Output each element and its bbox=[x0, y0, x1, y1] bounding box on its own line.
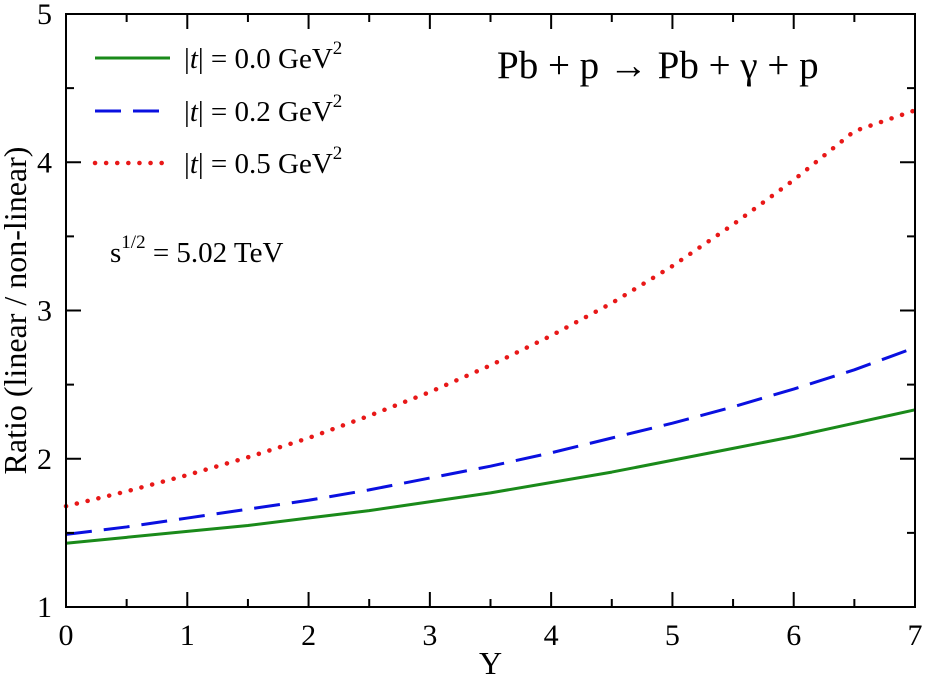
y-tick-label: 2 bbox=[37, 443, 52, 476]
x-tick-label: 5 bbox=[665, 619, 680, 652]
x-tick-label: 3 bbox=[422, 619, 437, 652]
y-tick-label: 4 bbox=[37, 146, 52, 179]
axis-ticks bbox=[65, 13, 916, 608]
legend-label-2: |t| = 0.5 GeV2 bbox=[184, 143, 342, 180]
series-line-2 bbox=[63, 108, 918, 509]
x-tick-label: 7 bbox=[908, 619, 923, 652]
reaction-label: Pb + p → Pb + γ + p bbox=[497, 44, 819, 87]
x-tick-label: 2 bbox=[301, 619, 316, 652]
y-axis-label: Ratio (linear / non-linear) bbox=[0, 147, 33, 475]
y-tick-label: 3 bbox=[37, 295, 52, 328]
energy-suffix: = 5.02 TeV bbox=[146, 237, 284, 269]
series-line-0 bbox=[65, 408, 916, 545]
plot-lines bbox=[63, 108, 918, 545]
energy-prefix: s bbox=[110, 237, 121, 269]
legend-label-1: |t| = 0.2 GeV2 bbox=[184, 91, 342, 128]
series-line-1 bbox=[65, 346, 916, 536]
legend-label-0: |t| = 0.0 GeV2 bbox=[184, 38, 342, 75]
x-tick-label: 4 bbox=[544, 619, 559, 652]
legend: |t| = 0.0 GeV2 |t| = 0.2 GeV2 |t| = 0.5 Ge… bbox=[92, 38, 342, 180]
x-tick-label: 1 bbox=[180, 619, 195, 652]
energy-sup: 1/2 bbox=[121, 232, 145, 253]
y-tick-label: 1 bbox=[37, 591, 52, 624]
x-tick-label: 0 bbox=[59, 619, 74, 652]
y-tick-label: 5 bbox=[37, 0, 52, 31]
x-tick-label: 6 bbox=[786, 619, 801, 652]
energy-annotation: s1/2 = 5.02 TeV bbox=[110, 232, 283, 269]
x-axis-label: Y bbox=[479, 645, 502, 678]
